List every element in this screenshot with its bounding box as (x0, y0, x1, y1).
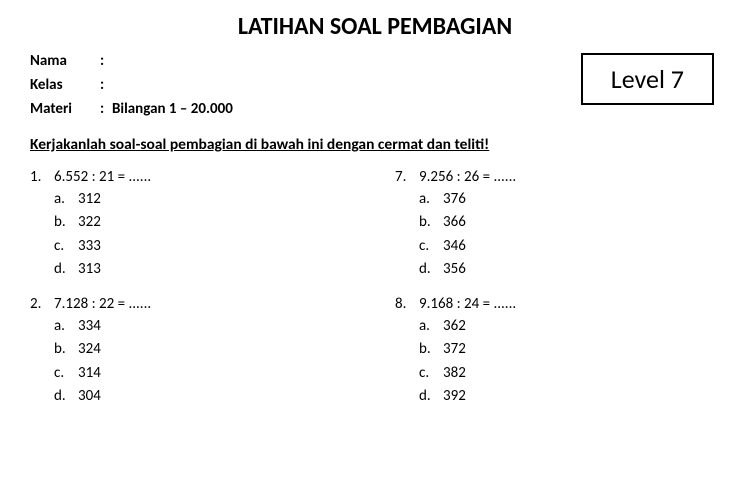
question-number: 2. (30, 295, 54, 313)
options: a.312b.322c.333d.313 (54, 188, 355, 281)
colon: : (100, 97, 112, 121)
option-value: 322 (78, 211, 101, 234)
question-line: 1.6.552 : 21 = ...... (30, 168, 355, 186)
option-letter: d. (54, 385, 78, 408)
option: d.392 (419, 385, 720, 408)
materi-value: Bilangan 1 – 20.000 (112, 97, 233, 121)
level-badge: Level 7 (581, 53, 714, 105)
question-line: 8.9.168 : 24 = ...... (395, 295, 720, 313)
option-letter: c. (419, 235, 443, 258)
meta-materi: Materi : Bilangan 1 – 20.000 (30, 97, 233, 121)
options: a.362b.372c.382d.392 (419, 315, 720, 408)
question: 7.9.256 : 26 = ...... a.376b.366c.346d.35… (395, 168, 720, 281)
option-letter: c. (54, 235, 78, 258)
questions-right-col: 7.9.256 : 26 = ......a.376b.366c.346d.35… (395, 168, 720, 422)
option: c.314 (54, 362, 355, 385)
question-text: 6.552 : 21 = ...... (54, 168, 151, 186)
option: b.366 (419, 211, 720, 234)
option: a.362 (419, 315, 720, 338)
questions-container: 1.6.552 : 21 = ......a.312b.322c.333d.31… (30, 168, 720, 422)
option: a.312 (54, 188, 355, 211)
question-line: 2.7.128 : 22 = ...... (30, 295, 355, 313)
nama-label: Nama (30, 49, 100, 73)
option: b.324 (54, 338, 355, 361)
options: a.376b.366c.346d.356 (419, 188, 720, 281)
option-value: 362 (443, 315, 466, 338)
option-letter: a. (54, 315, 78, 338)
option-value: 376 (443, 188, 466, 211)
option-letter: b. (419, 211, 443, 234)
meta-nama: Nama : (30, 49, 233, 73)
option-letter: a. (419, 315, 443, 338)
question: 2.7.128 : 22 = ...... a.334b.324c.314d.30… (30, 295, 355, 408)
option: b.322 (54, 211, 355, 234)
meta-block: Nama : Kelas : Materi : Bilangan 1 – 20.… (30, 49, 233, 121)
colon: : (100, 49, 112, 73)
option-letter: b. (54, 211, 78, 234)
option: a.334 (54, 315, 355, 338)
option: c.382 (419, 362, 720, 385)
question-number: 8. (395, 295, 419, 313)
option-value: 392 (443, 385, 466, 408)
option: d.304 (54, 385, 355, 408)
option-value: 382 (443, 362, 466, 385)
question-text: 9.168 : 24 = ...... (419, 295, 516, 313)
option-letter: c. (419, 362, 443, 385)
option-letter: d. (419, 258, 443, 281)
option-value: 312 (78, 188, 101, 211)
meta-kelas: Kelas : (30, 73, 233, 97)
option: d.313 (54, 258, 355, 281)
option: d.356 (419, 258, 720, 281)
options: a.334b.324c.314d.304 (54, 315, 355, 408)
instruction-text: Kerjakanlah soal-soal pembagian di bawah… (30, 135, 720, 154)
kelas-label: Kelas (30, 73, 100, 97)
option-letter: a. (419, 188, 443, 211)
option-letter: b. (54, 338, 78, 361)
question-number: 7. (395, 168, 419, 186)
header-row: Nama : Kelas : Materi : Bilangan 1 – 20.… (30, 49, 720, 121)
materi-label: Materi (30, 97, 100, 121)
page-title: LATIHAN SOAL PEMBAGIAN (30, 12, 720, 41)
option-letter: c. (54, 362, 78, 385)
option-value: 333 (78, 235, 101, 258)
option-value: 304 (78, 385, 101, 408)
option: c.333 (54, 235, 355, 258)
option-value: 334 (78, 315, 101, 338)
option: c.346 (419, 235, 720, 258)
option-value: 346 (443, 235, 466, 258)
option-value: 313 (78, 258, 101, 281)
question-text: 7.128 : 22 = ...... (54, 295, 151, 313)
option-value: 314 (78, 362, 101, 385)
option-letter: a. (54, 188, 78, 211)
question: 1.6.552 : 21 = ......a.312b.322c.333d.31… (30, 168, 355, 281)
option-value: 372 (443, 338, 466, 361)
option-value: 356 (443, 258, 466, 281)
question-text: 9.256 : 26 = ...... (419, 168, 516, 186)
option: b.372 (419, 338, 720, 361)
question-number: 1. (30, 168, 54, 186)
question-line: 7.9.256 : 26 = ...... (395, 168, 720, 186)
questions-left-col: 1.6.552 : 21 = ......a.312b.322c.333d.31… (30, 168, 355, 422)
question: 8.9.168 : 24 = ...... a.362b.372c.382d.39… (395, 295, 720, 408)
option-letter: d. (54, 258, 78, 281)
option-letter: d. (419, 385, 443, 408)
option-value: 324 (78, 338, 101, 361)
option-value: 366 (443, 211, 466, 234)
colon: : (100, 73, 112, 97)
option-letter: b. (419, 338, 443, 361)
option: a.376 (419, 188, 720, 211)
